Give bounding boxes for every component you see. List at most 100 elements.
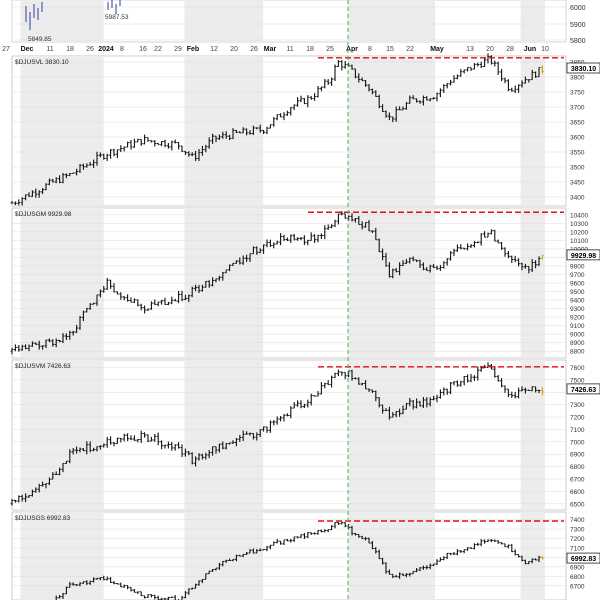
panel-frame — [11, 511, 567, 601]
panel-tick-label: 3450 — [570, 180, 585, 187]
date-axis-label: Apr — [346, 46, 358, 53]
panel-tick-label: 10400 — [570, 212, 588, 219]
panel-tick-label: 6900 — [570, 564, 585, 571]
date-axis-label: 20 — [230, 46, 238, 53]
date-axis-label: 8 — [368, 46, 372, 53]
panel-tick-label: 9000 — [570, 332, 585, 339]
panel-tick-label: 7600 — [570, 365, 585, 372]
top-panel-shade — [348, 0, 435, 42]
panel-tick-label: 6500 — [570, 501, 585, 508]
date-axis-label: 27 — [2, 46, 10, 53]
date-axis-label: 16 — [139, 46, 147, 53]
panel-tick-label: 9700 — [570, 272, 585, 279]
date-axis-label: 22 — [406, 46, 414, 53]
panel-symbol-label: $DJUSVL 3830.10 — [15, 59, 69, 66]
date-axis-label: 29 — [174, 46, 182, 53]
last-value-text: 3830.10 — [571, 66, 596, 73]
panel-month-shade — [20, 512, 104, 600]
date-axis-label: Dec — [21, 46, 34, 53]
panel-tick-label: 6600 — [570, 489, 585, 496]
panel-month-shade — [20, 360, 104, 510]
panel-tick-label: 10300 — [570, 221, 588, 228]
panel-tick-label: 8800 — [570, 349, 585, 356]
panel-tick-label: 8900 — [570, 340, 585, 347]
panel-month-shade — [184, 512, 264, 600]
top-panel-shade — [184, 0, 264, 42]
date-axis-label: 25 — [326, 46, 334, 53]
panel-month-shade — [348, 360, 435, 510]
top-panel-tick-label: 6000 — [570, 5, 586, 12]
last-value-text: 6992.83 — [571, 556, 596, 563]
panel-symbol-label: $DJUSVM 7426.63 — [15, 363, 71, 370]
panel-tick-label: 10100 — [570, 238, 588, 245]
panel-tick-label: 7500 — [570, 377, 585, 384]
date-axis-label: May — [430, 46, 444, 53]
panel-tick-label: 9200 — [570, 315, 585, 322]
panel-tick-label: 10200 — [570, 229, 588, 236]
panel-frame — [11, 55, 567, 207]
panel-tick-label: 9600 — [570, 281, 585, 288]
panel-tick-label: 6700 — [570, 477, 585, 484]
panel-tick-label: 7000 — [570, 439, 585, 446]
panel-tick-label: 3550 — [570, 150, 585, 157]
panel-month-shade — [20, 56, 104, 206]
last-value-text: 7426.63 — [571, 387, 596, 394]
panel-tick-label: 7100 — [570, 545, 585, 552]
panel-tick-label: 6700 — [570, 583, 585, 590]
panel-tick-label: 3500 — [570, 165, 585, 172]
panel-tick-label: 9300 — [570, 306, 585, 313]
date-axis-label: 18 — [66, 46, 74, 53]
top-panel-low-label: 5849.85 — [28, 36, 52, 43]
panel-tick-label: 6800 — [570, 464, 585, 471]
date-axis-label: 2024 — [98, 46, 114, 53]
panel-tick-label: 6800 — [570, 574, 585, 581]
panel-tick-label: 9100 — [570, 323, 585, 330]
date-axis-label: 22 — [154, 46, 162, 53]
date-axis-label: 20 — [486, 46, 494, 53]
date-axis-label: Jun — [524, 46, 536, 53]
last-value-badge — [566, 552, 600, 564]
panel-tick-label: 7100 — [570, 427, 585, 434]
last-value-badge — [566, 249, 600, 261]
date-axis-label: 12 — [210, 46, 218, 53]
panel-tick-label: 9400 — [570, 298, 585, 305]
panel-tick-label: 7300 — [570, 527, 585, 534]
panel-tick-label: 7400 — [570, 517, 585, 524]
date-axis-label: 26 — [250, 46, 258, 53]
panel-month-shade — [520, 56, 545, 206]
last-value-badge — [566, 62, 600, 74]
panel-tick-label: 9500 — [570, 289, 585, 296]
panel-month-shade — [348, 512, 435, 600]
top-panel-shade — [520, 0, 545, 42]
date-axis-label: 28 — [506, 46, 514, 53]
date-axis-label: Mar — [264, 46, 277, 53]
panel-month-shade — [184, 56, 264, 206]
panel-symbol-label: $DJUSGS 6992.83 — [15, 515, 71, 522]
last-value-badge — [566, 383, 600, 395]
panel-tick-label: 3650 — [570, 120, 585, 127]
last-value-text: 9929.98 — [571, 253, 596, 260]
panel-tick-label: 3800 — [570, 75, 585, 82]
panel-month-shade — [520, 512, 545, 600]
date-axis-label: 15 — [386, 46, 394, 53]
date-axis-label: 18 — [306, 46, 314, 53]
panel-tick-label: 9800 — [570, 263, 585, 270]
top-panel-tick-label: 5800 — [570, 38, 586, 45]
panel-tick-label: 3600 — [570, 135, 585, 142]
top-panel-value-label: 5987.53 — [105, 14, 129, 21]
date-axis-label: 13 — [466, 46, 474, 53]
panel-frame — [11, 359, 567, 511]
date-axis-label: Feb — [187, 46, 199, 53]
panel-tick-label: 3750 — [570, 90, 585, 97]
panel-tick-label: 3400 — [570, 195, 585, 202]
panel-tick-label: 7200 — [570, 415, 585, 422]
panel-month-shade — [348, 56, 435, 206]
date-axis-label: 11 — [46, 46, 53, 53]
date-axis-label: 10 — [541, 46, 549, 53]
panel-tick-label: 3700 — [570, 105, 585, 112]
date-axis-label: 11 — [286, 46, 293, 53]
panel-month-shade — [184, 360, 264, 510]
panel-tick-label: 7200 — [570, 536, 585, 543]
